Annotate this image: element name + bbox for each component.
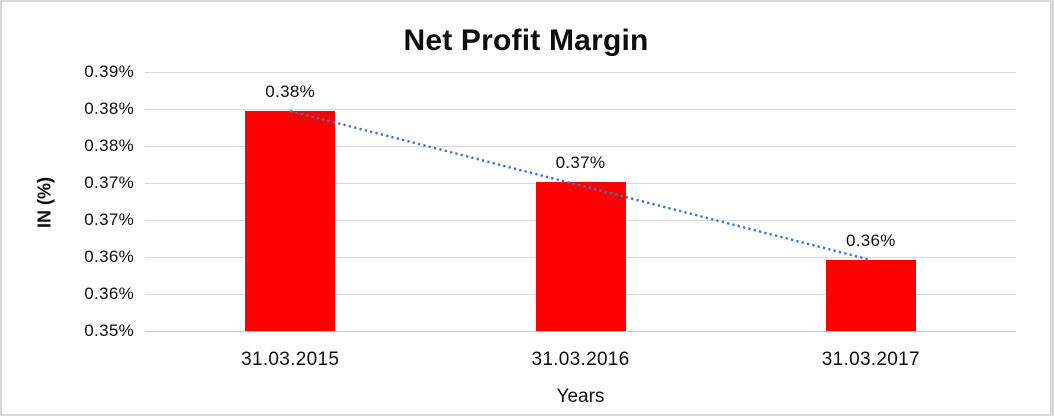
data-label: 0.36%	[845, 231, 896, 250]
y-tick-label: 0.35%	[84, 321, 134, 340]
x-axis-title: Years	[556, 386, 605, 407]
y-tick-label: 0.37%	[84, 210, 134, 229]
y-gridline	[145, 146, 1016, 147]
bar-31.03.2016	[536, 182, 626, 331]
plot-area: 0.38% 0.37% 0.36%	[145, 72, 1016, 332]
y-tick-label: 0.36%	[84, 284, 134, 303]
y-tick-label: 0.38%	[84, 136, 134, 155]
y-tick-label: 0.37%	[84, 173, 134, 192]
data-label: 0.38%	[265, 82, 316, 101]
bar-31.03.2015	[245, 111, 335, 331]
bar-31.03.2017	[826, 260, 916, 331]
y-gridline	[145, 109, 1016, 110]
trendline	[289, 109, 872, 262]
y-tick-label: 0.39%	[84, 62, 134, 81]
chart-title: Net Profit Margin	[403, 24, 649, 57]
data-label: 0.37%	[555, 153, 606, 172]
y-tick-label: 0.36%	[84, 247, 134, 266]
y-tick-label: 0.38%	[84, 99, 134, 118]
x-axis-line	[145, 331, 1016, 332]
trendline-path	[289, 109, 872, 262]
x-tick-label: 31.03.2016	[531, 349, 630, 370]
x-tick-label: 31.03.2017	[821, 349, 920, 370]
y-gridline	[145, 72, 1016, 73]
x-tick-label: 31.03.2015	[241, 349, 340, 370]
